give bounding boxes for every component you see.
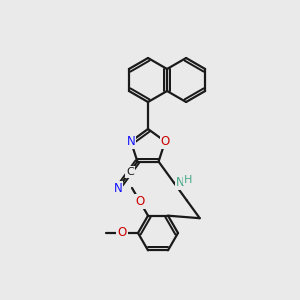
Text: H: H xyxy=(184,175,192,184)
Text: C: C xyxy=(126,167,134,177)
Text: N: N xyxy=(176,176,184,189)
Text: N: N xyxy=(114,182,122,195)
Text: O: O xyxy=(135,195,145,208)
Text: N: N xyxy=(127,135,135,148)
Text: O: O xyxy=(117,226,127,239)
Text: O: O xyxy=(160,135,170,148)
